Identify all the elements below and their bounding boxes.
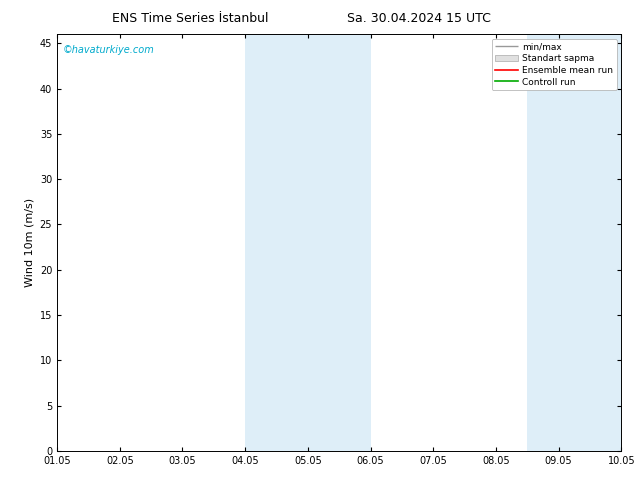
Text: Sa. 30.04.2024 15 UTC: Sa. 30.04.2024 15 UTC bbox=[347, 12, 490, 25]
Y-axis label: Wind 10m (m/s): Wind 10m (m/s) bbox=[24, 198, 34, 287]
Legend: min/max, Standart sapma, Ensemble mean run, Controll run: min/max, Standart sapma, Ensemble mean r… bbox=[491, 39, 617, 90]
Bar bbox=[245, 34, 370, 451]
Bar bbox=[527, 34, 621, 451]
Text: ©havaturkiye.com: ©havaturkiye.com bbox=[63, 45, 155, 55]
Text: ENS Time Series İstanbul: ENS Time Series İstanbul bbox=[112, 12, 268, 25]
